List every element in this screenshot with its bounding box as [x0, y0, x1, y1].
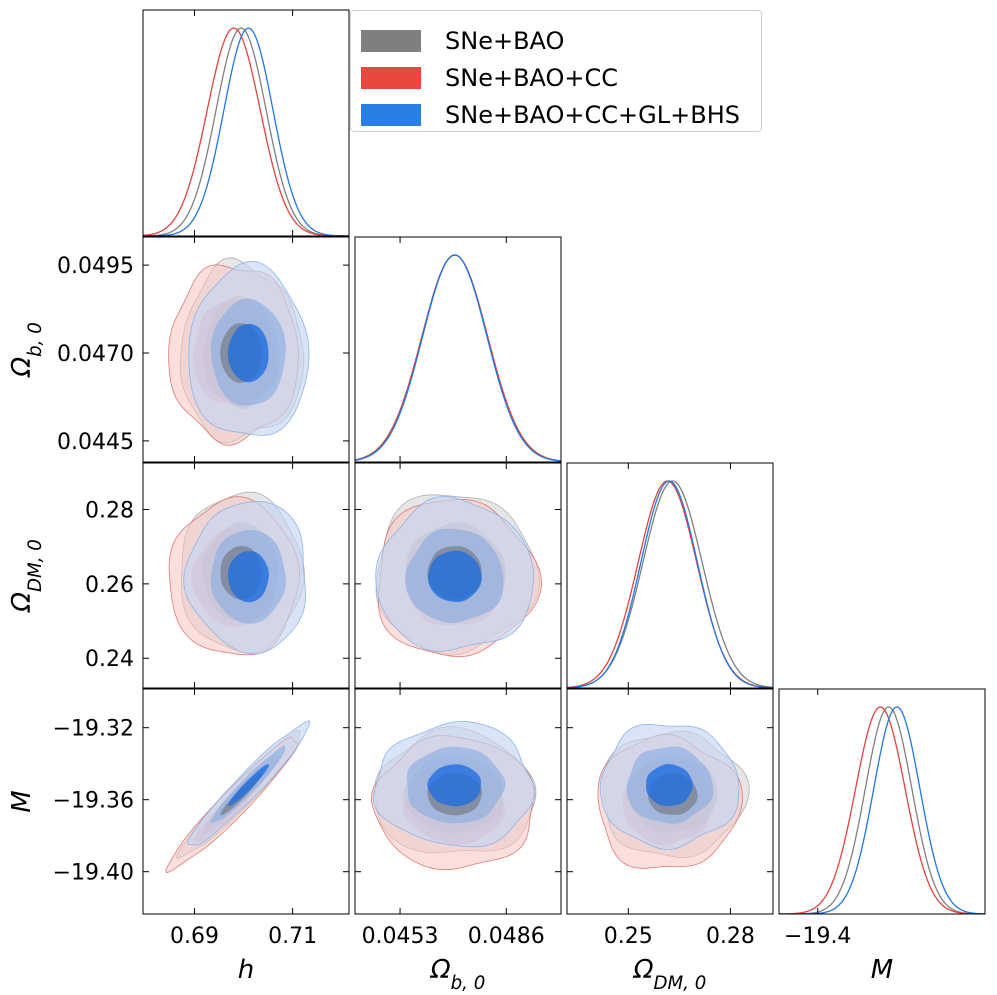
panel-h-M [142, 688, 350, 915]
legend-swatch-sne-bao [361, 30, 421, 52]
pdf-line-ob-0 [355, 254, 561, 462]
legend-item-sne-bao-cc: SNe+BAO+CC [361, 64, 618, 92]
pdf-line-h-2 [143, 27, 349, 236]
pdf-line-ob-1 [355, 254, 561, 462]
ytick-label-ob-1: 0.0470 [57, 342, 134, 367]
ylabel-odm: ΩDM, 0 [7, 539, 46, 613]
frame-ob-M [354, 688, 562, 915]
xtick-label-M-0: −19.4 [784, 924, 851, 949]
contour-blue-inner [428, 550, 482, 602]
diag-panel-h [142, 9, 350, 237]
contour-blue-inner [228, 764, 270, 807]
diag-panel-ob [354, 236, 562, 463]
ytick-label-M-2: −19.40 [53, 861, 134, 886]
xlabel-M: M [871, 955, 893, 985]
frame-h-ob [142, 236, 350, 463]
xtick-label-odm-1: 0.28 [706, 924, 755, 949]
diag-frame-h [142, 9, 350, 237]
panel-h-odm [142, 462, 350, 689]
panel-ob-odm [354, 462, 562, 689]
xlabel-ob: Ωb, 0 [430, 955, 486, 994]
legend: SNe+BAO SNe+BAO+CC SNe+BAO+CC+GL+BHS [350, 10, 762, 132]
panel-odm-M [566, 688, 774, 915]
legend-swatch-full [361, 104, 421, 126]
pdf-line-h-1 [143, 27, 349, 236]
pdf-line-M-2 [779, 706, 985, 914]
contour-blue-inner [427, 764, 481, 807]
frame-ob-odm [354, 462, 562, 689]
contour-blue-inner [227, 323, 269, 383]
pdf-line-h-0 [143, 27, 349, 236]
diag-panel-odm [566, 462, 774, 689]
legend-item-sne-bao: SNe+BAO [361, 27, 564, 55]
pdf-line-odm-1 [567, 480, 773, 688]
ylabel-M: M [7, 790, 37, 812]
panel-ob-M [354, 688, 562, 915]
xtick-label-odm-0: 0.25 [604, 924, 653, 949]
contour-blue-inner [645, 764, 693, 806]
diag-panel-M [778, 688, 986, 915]
legend-label-full: SNe+BAO+CC+GL+BHS [445, 101, 740, 129]
ytick-label-ob-0: 0.0495 [57, 254, 134, 279]
pdf-line-odm-0 [567, 480, 773, 688]
pdf-line-odm-2 [567, 480, 773, 688]
ytick-label-M-1: −19.36 [53, 789, 134, 814]
pdf-line-M-1 [779, 706, 985, 914]
frame-odm-M [566, 688, 774, 915]
diag-frame-odm [566, 462, 774, 689]
xtick-label-ob-1: 0.0486 [468, 924, 545, 949]
legend-label-sne-bao-cc: SNe+BAO+CC [445, 64, 619, 92]
frame-h-odm [142, 462, 350, 689]
xtick-label-h-0: 0.69 [170, 924, 219, 949]
diag-frame-M [778, 688, 986, 915]
panel-h-ob [142, 236, 350, 463]
xtick-label-h-1: 0.71 [268, 924, 317, 949]
ytick-label-odm-1: 0.26 [85, 573, 134, 598]
ylabel-ob: Ωb, 0 [7, 322, 46, 378]
pdf-line-ob-2 [355, 254, 561, 462]
ytick-label-ob-2: 0.0445 [57, 430, 134, 455]
xlabel-odm: ΩDM, 0 [633, 955, 707, 994]
xlabel-h: h [238, 955, 254, 985]
ytick-label-odm-0: 0.28 [85, 498, 134, 523]
xtick-label-ob-0: 0.0453 [362, 924, 439, 949]
legend-item-full: SNe+BAO+CC+GL+BHS [361, 101, 740, 129]
ytick-label-odm-2: 0.24 [85, 647, 134, 672]
legend-swatch-sne-bao-cc [361, 67, 421, 89]
ytick-label-M-0: −19.32 [53, 717, 134, 742]
contour-blue-inner [227, 551, 269, 603]
pdf-line-M-0 [779, 706, 985, 914]
diag-frame-ob [354, 236, 562, 463]
frame-h-M [142, 688, 350, 915]
legend-label-sne-bao: SNe+BAO [445, 27, 565, 55]
